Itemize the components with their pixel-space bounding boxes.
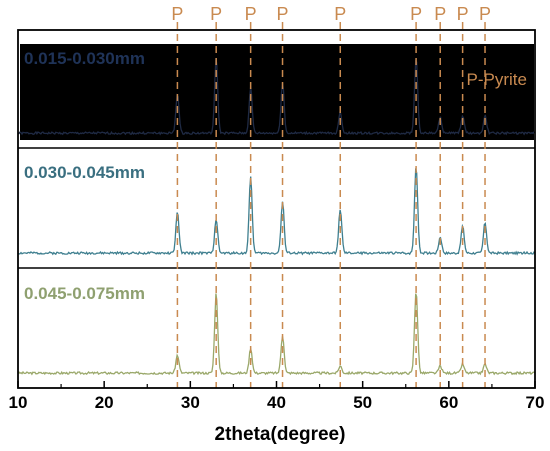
peak-marker-label: P (410, 4, 422, 24)
x-tick-label: 10 (9, 393, 28, 412)
peak-marker-label: P (245, 4, 257, 24)
peak-marker-label: P (210, 4, 222, 24)
x-tick-label: 40 (267, 393, 286, 412)
peak-marker-label: P (479, 4, 491, 24)
panel-1-dark-region (20, 44, 534, 140)
peak-marker-label: P (434, 4, 446, 24)
series-label: 0.015-0.030mm (24, 49, 145, 68)
x-tick-label: 60 (439, 393, 458, 412)
peak-marker-label: P (457, 4, 469, 24)
series-line-1 (17, 58, 536, 136)
x-tick-label: 30 (181, 393, 200, 412)
legend-text: P-Pyrite (467, 70, 527, 89)
x-tick-label: 50 (353, 393, 372, 412)
x-axis-label: 2theta(degree) (215, 424, 346, 445)
series-label: 0.030-0.045mm (24, 163, 145, 182)
peak-marker-label: P (277, 4, 289, 24)
series-line-3 (17, 293, 536, 376)
series-line-2 (17, 168, 536, 256)
x-tick-label: 20 (95, 393, 114, 412)
peak-marker-label: P (334, 4, 346, 24)
peak-marker-label: P (171, 4, 183, 24)
x-tick-label: 70 (526, 393, 545, 412)
series-label: 0.045-0.075mm (24, 284, 145, 303)
